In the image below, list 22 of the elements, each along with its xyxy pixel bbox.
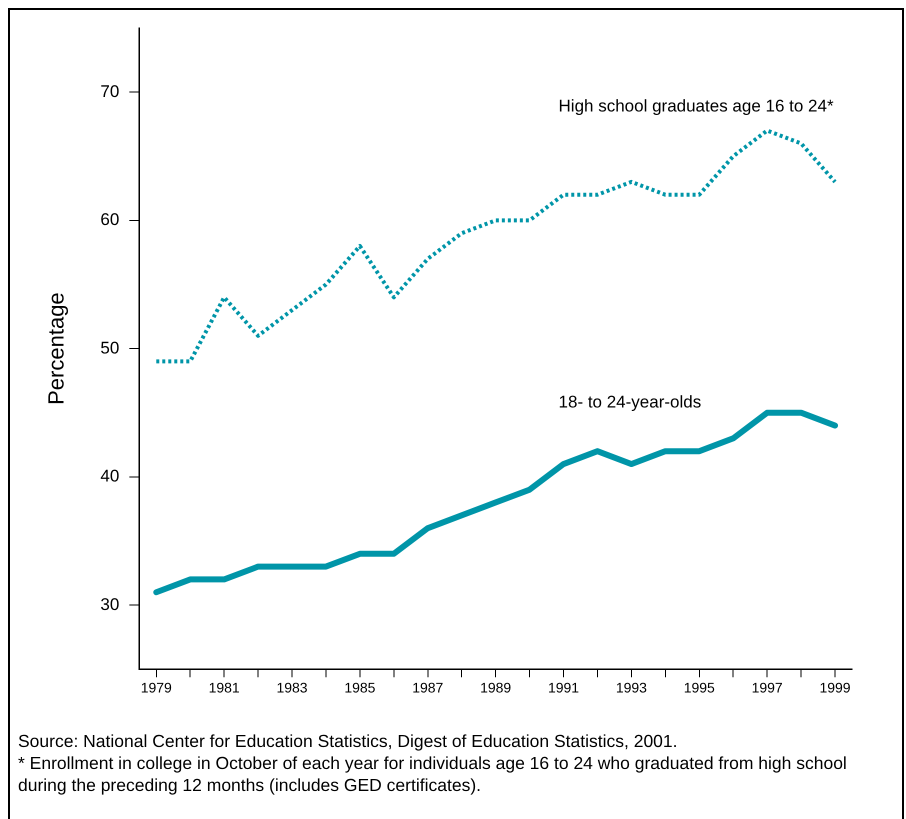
x-tick-label: 1989 bbox=[480, 679, 512, 696]
x-tick-label: 1999 bbox=[819, 679, 851, 696]
y-tick-label: 60 bbox=[100, 210, 120, 230]
x-tick-label: 1991 bbox=[548, 679, 580, 696]
x-tick-label: 1979 bbox=[140, 679, 172, 696]
x-tick-label: 1985 bbox=[344, 679, 376, 696]
text: * Enrollment in college in October of each year for individuals age 16 to 24 who graduated from high school during the preceding 12 months (includes GED certificates). bbox=[18, 752, 848, 796]
source-note: Source: National Center for Education Statistics, Digest of Education Statistics, 2001. bbox=[18, 730, 679, 752]
y-tick-label: 70 bbox=[100, 82, 120, 101]
text: High school graduates age 16 to 24* bbox=[558, 96, 834, 116]
y-axis-title: Percentage bbox=[43, 292, 68, 405]
x-tick-label: 1987 bbox=[412, 679, 444, 696]
x-tick-label: 1993 bbox=[616, 679, 648, 696]
x-tick-label: 1983 bbox=[276, 679, 308, 696]
y-tick-label: 50 bbox=[100, 338, 120, 358]
x-tick-label: 1981 bbox=[208, 679, 240, 696]
y-tick-label: 30 bbox=[100, 594, 120, 614]
text: 18- to 24-year-olds bbox=[558, 392, 702, 412]
line-series bbox=[154, 128, 838, 364]
y-tick-label: 40 bbox=[100, 466, 120, 486]
x-tick-label: 1997 bbox=[752, 679, 783, 696]
x-tick-label: 1995 bbox=[684, 679, 716, 696]
